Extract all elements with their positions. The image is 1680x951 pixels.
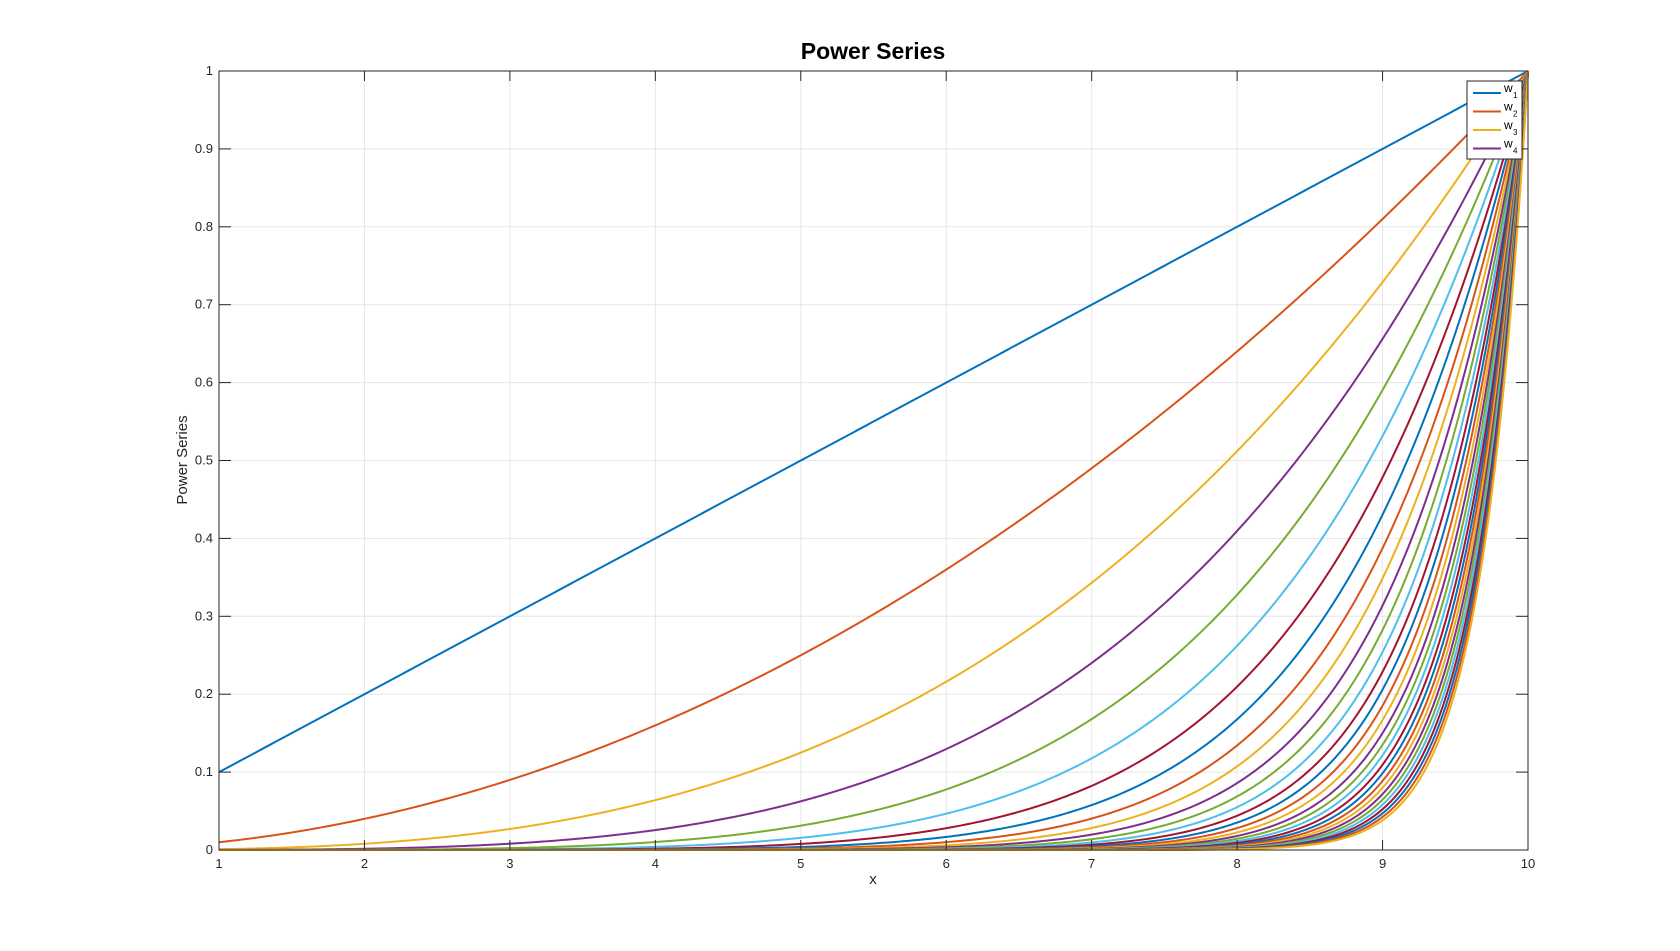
tick-labels: 1 2 3 4 5 6 7 8 9 10 0 0.1 0.2 0.3 0.4 0.5 0.6 0.7 0.8 0.9 1 <box>195 63 1535 871</box>
series-line-2 <box>218 70 1529 844</box>
legend-label-subscript: 3 <box>1513 128 1518 137</box>
x-tick-label: 2 <box>361 856 368 871</box>
x-tick-label: 8 <box>1233 856 1240 871</box>
legend-label-subscript: 2 <box>1513 110 1518 119</box>
x-tick-label: 7 <box>1088 856 1095 871</box>
x-tick-label: 9 <box>1379 856 1386 871</box>
y-tick-label: 0.9 <box>195 141 213 156</box>
y-tick-label: 0.8 <box>195 219 213 234</box>
legend-label: w <box>1503 81 1513 95</box>
x-tick-label: 6 <box>943 856 950 871</box>
legend-label: w <box>1503 118 1513 132</box>
x-tick-label: 5 <box>797 856 804 871</box>
y-tick-label: 0.6 <box>195 375 213 390</box>
x-tick-label: 4 <box>652 856 659 871</box>
y-tick-label: 0.5 <box>195 453 213 468</box>
x-tick-label: 1 <box>215 856 222 871</box>
y-tick-label: 0 <box>206 842 213 857</box>
legend-label-subscript: 1 <box>1513 91 1518 100</box>
series-line-3 <box>218 70 1529 851</box>
series-line-1 <box>218 70 1529 773</box>
y-tick-label: 0.1 <box>195 764 213 779</box>
x-tick-label: 10 <box>1521 856 1535 871</box>
legend-label: w <box>1503 137 1513 151</box>
legend-label-subscript: 4 <box>1513 147 1518 156</box>
y-tick-label: 0.4 <box>195 530 213 545</box>
y-axis-label: Power Series <box>174 415 191 504</box>
x-tick-label: 3 <box>506 856 513 871</box>
series-line-4 <box>218 70 1529 851</box>
x-axis-label: x <box>869 871 877 888</box>
ticks <box>218 70 1529 851</box>
y-tick-label: 1 <box>206 63 213 78</box>
y-tick-label: 0.3 <box>195 608 213 623</box>
chart-title: Power Series <box>801 38 945 64</box>
y-tick-label: 0.7 <box>195 297 213 312</box>
y-tick-label: 0.2 <box>195 686 213 701</box>
legend-label: w <box>1503 100 1513 114</box>
